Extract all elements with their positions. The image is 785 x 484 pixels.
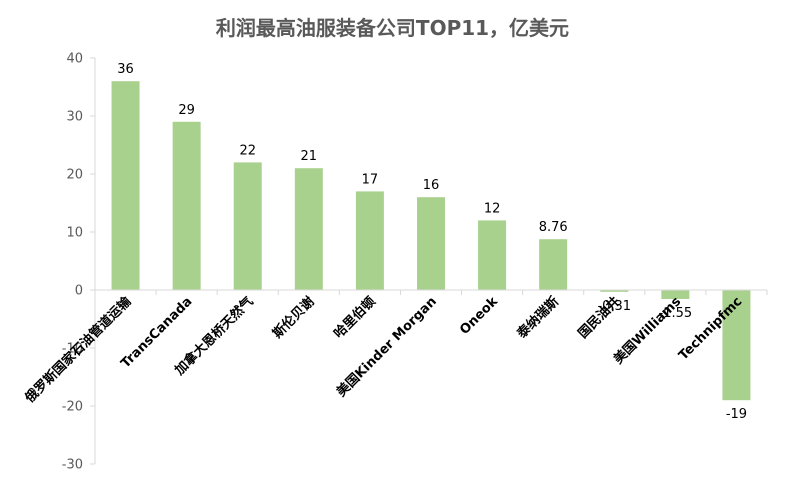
data-label: 22 [239,143,256,158]
data-label: 29 [178,103,195,118]
data-label: -19 [726,407,747,422]
bar [661,290,690,299]
data-label: -1.55 [659,306,693,321]
bar [417,197,445,290]
category-label: 泰纳瑞斯 [513,294,562,343]
bar [600,290,629,292]
category-label: 俄罗斯国家石油管道运输 [21,293,135,407]
bar [233,162,262,290]
category-label: Oneok [457,294,501,338]
data-label: 12 [484,201,501,216]
bar [172,121,201,290]
bar [111,81,140,290]
category-label: 斯伦贝谢 [270,294,318,342]
y-tick-label: -30 [62,458,83,473]
data-label: -0.31 [597,299,631,314]
data-label: 17 [362,172,379,187]
y-tick-label: -20 [62,400,83,415]
y-tick-label: 30 [66,110,83,125]
bar [478,220,507,290]
bar [539,239,568,290]
y-tick-label: 40 [66,52,83,67]
y-tick-label: -10 [62,342,83,357]
category-label: 美国Kinder Morgan [333,294,439,400]
y-tick-label: 10 [66,226,83,241]
y-tick-label: 20 [66,168,83,183]
bar [294,168,323,290]
bar [355,191,384,290]
data-label: 16 [423,178,440,193]
data-label: 8.76 [539,220,568,235]
bar [722,290,751,401]
data-label: 21 [301,149,318,164]
category-label: 哈里伯顿 [331,294,379,342]
y-tick-label: 0 [75,284,83,299]
data-label: 36 [117,62,134,77]
chart-title: 利润最高油服装备公司TOP11，亿美元 [215,16,570,40]
